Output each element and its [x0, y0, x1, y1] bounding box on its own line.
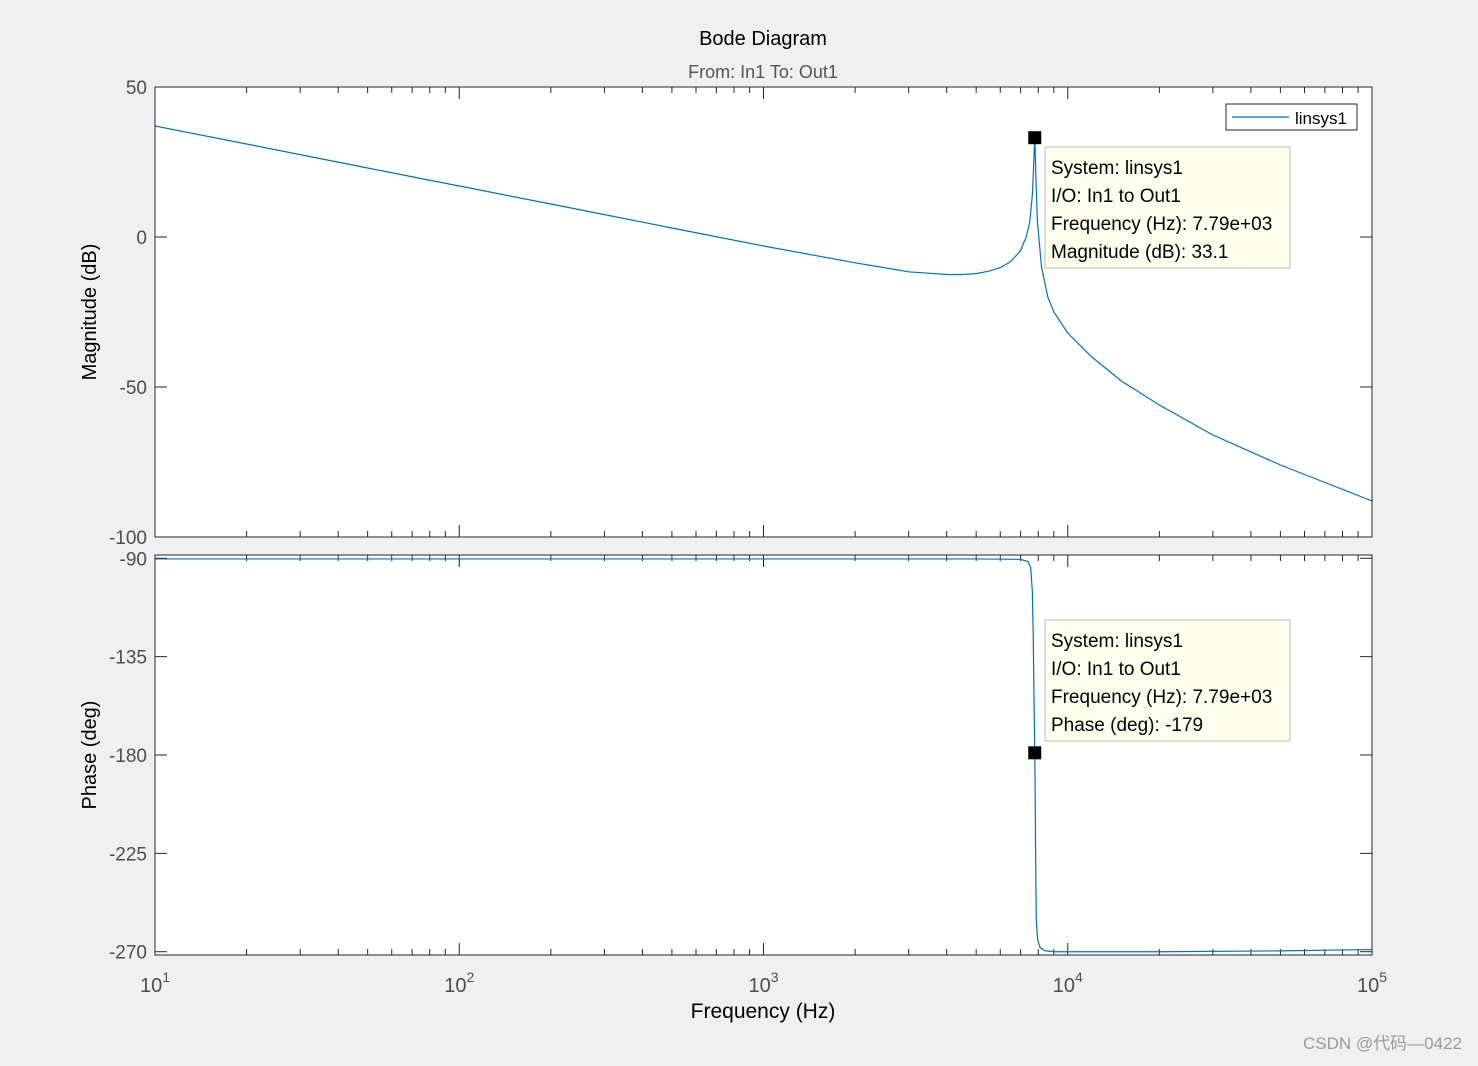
phase-datatip-system: System: linsys1	[1051, 631, 1183, 652]
magnitude-datatip-frequency: Frequency (Hz): 7.79e+03	[1051, 214, 1272, 235]
magnitude-datatip-marker[interactable]	[1028, 131, 1042, 145]
magnitude-datatip-system: System: linsys1	[1051, 158, 1183, 179]
phase-y-tick-labels: -90 -135 -180 -225 -270	[109, 549, 147, 963]
x-tick-label: 104	[1053, 969, 1083, 997]
magnitude-datatip-io: I/O: In1 to Out1	[1051, 186, 1181, 207]
magnitude-axes-box	[154, 86, 1373, 538]
x-axis-label: Frequency (Hz)	[691, 1000, 836, 1023]
phase-datatip-io: I/O: In1 to Out1	[1051, 659, 1181, 680]
phase-axes[interactable]: -90 -135 -180 -225 -270 Phase (deg) System: …	[79, 549, 1373, 964]
phase-datatip-marker[interactable]	[1028, 746, 1042, 760]
chart-title: Bode Diagram	[699, 28, 827, 50]
magnitude-series-linsys1	[155, 125, 1372, 502]
magnitude-y-axis-label: Magnitude (dB)	[79, 244, 101, 381]
magnitude-datatip-value: Magnitude (dB): 33.1	[1051, 242, 1228, 263]
phase-y-tick-label: -225	[109, 844, 147, 865]
phase-y-tick-label: -180	[109, 746, 147, 767]
x-tick-label: 103	[748, 969, 778, 997]
watermark: CSDN @代码—0422	[1303, 1034, 1462, 1053]
phase-datatip-value: Phase (deg): -179	[1051, 715, 1203, 736]
phase-datatip-box[interactable]	[1044, 619, 1291, 742]
magnitude-datatip[interactable]: System: linsys1 I/O: In1 to Out1 Frequen…	[1044, 146, 1291, 269]
x-tick-label: 105	[1357, 969, 1387, 997]
phase-datatip[interactable]: System: linsys1 I/O: In1 to Out1 Frequen…	[1044, 619, 1291, 742]
legend[interactable]: linsys1	[1225, 103, 1358, 131]
magnitude-y-tick-label: -50	[120, 378, 147, 399]
magnitude-ticks	[154, 86, 1372, 538]
chart-subtitle: From: In1 To: Out1	[688, 62, 838, 82]
magnitude-y-tick-label: 50	[126, 78, 147, 99]
magnitude-y-tick-labels: 50 0 -50 -100	[109, 78, 147, 549]
phase-y-tick-label: -270	[109, 943, 147, 964]
x-tick-label: 102	[444, 969, 474, 997]
phase-y-tick-label: -90	[120, 549, 147, 570]
x-tick-labels: 101 102 103 104 105	[140, 969, 1387, 997]
phase-y-tick-label: -135	[109, 648, 147, 669]
phase-plot-area[interactable]	[155, 555, 1372, 955]
phase-ticks	[154, 555, 1372, 955]
legend-entry-linsys1: linsys1	[1295, 109, 1347, 128]
x-tick-label: 101	[140, 969, 170, 997]
phase-datatip-frequency: Frequency (Hz): 7.79e+03	[1051, 687, 1272, 708]
phase-axes-box	[154, 554, 1373, 956]
magnitude-axes[interactable]: 50 0 -50 -100 Magnitude (dB) linsys1 System…	[79, 78, 1373, 549]
magnitude-y-tick-label: -100	[109, 528, 147, 549]
magnitude-datatip-box[interactable]	[1044, 146, 1291, 269]
phase-y-axis-label: Phase (deg)	[79, 701, 101, 810]
magnitude-y-tick-label: 0	[136, 228, 147, 249]
